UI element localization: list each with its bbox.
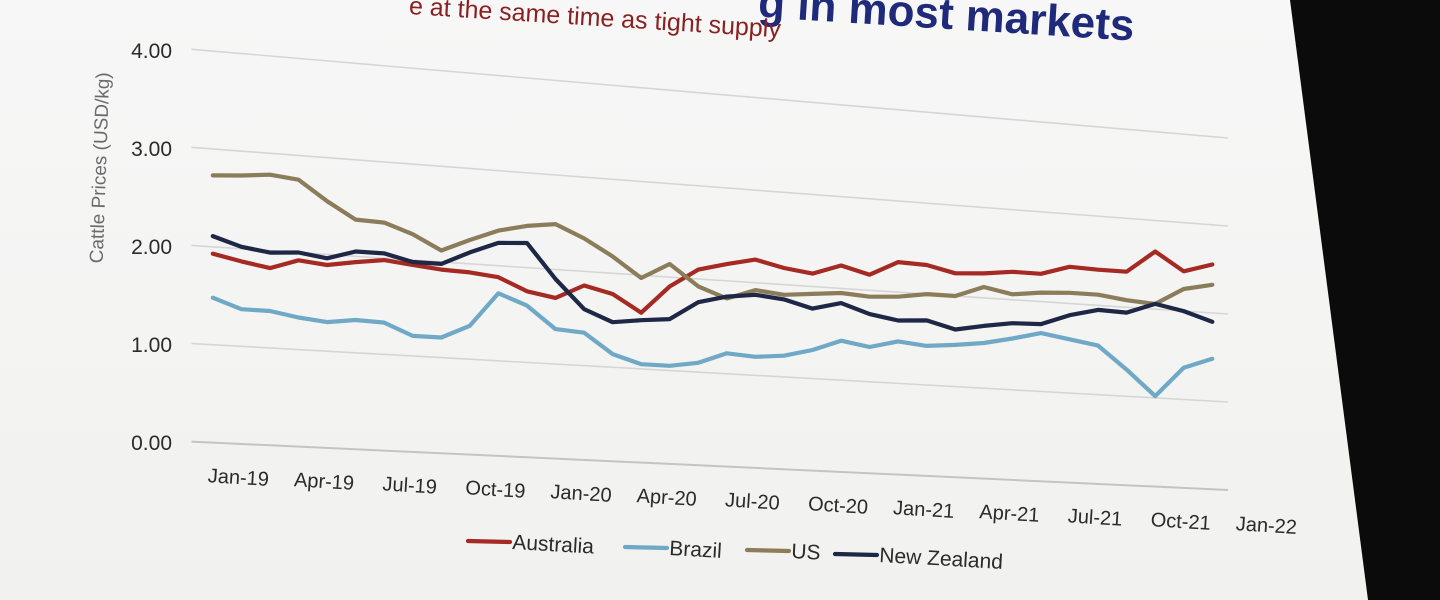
legend-swatch-new-zealand — [832, 551, 880, 558]
x-tick-label: Jul-21 — [1067, 505, 1123, 530]
legend-swatch-us — [744, 547, 792, 554]
gridline-3 — [191, 146, 1229, 227]
legend-label: Brazil — [669, 537, 723, 563]
x-axis-line — [191, 440, 1229, 491]
gridline-1 — [191, 342, 1229, 403]
y-axis-label: Cattle Prices (USD/kg) — [87, 72, 115, 264]
x-tick-label: Apr-20 — [636, 485, 697, 511]
y-tick-label: 1.00 — [131, 334, 172, 357]
series-line-us — [210, 172, 1215, 306]
legend-swatch-brazil — [622, 544, 670, 551]
gridline-2 — [191, 244, 1229, 315]
x-tick-label: Jul-20 — [724, 489, 780, 514]
gridline-4 — [191, 48, 1229, 139]
y-tick-label: 3.00 — [131, 138, 172, 161]
x-tick-label: Jan-20 — [550, 481, 612, 507]
series-line-new-zealand — [210, 234, 1215, 332]
series-line-brazil — [210, 291, 1215, 399]
y-tick-label: 2.00 — [131, 236, 172, 259]
x-tick-label: Oct-20 — [807, 493, 868, 519]
x-tick-label: Jul-19 — [382, 473, 438, 498]
series-line-australia — [210, 249, 1215, 315]
x-tick-label: Oct-21 — [1150, 509, 1211, 535]
x-tick-label: Jan-21 — [893, 497, 955, 523]
x-tick-label: Oct-19 — [465, 477, 526, 503]
x-tick-label: Apr-19 — [293, 469, 354, 495]
x-tick-label: Apr-21 — [979, 501, 1040, 527]
legend-label: New Zealand — [879, 544, 1004, 574]
legend-label: US — [791, 540, 821, 565]
y-tick-label: 0.00 — [131, 432, 172, 455]
x-tick-label: Jan-19 — [207, 465, 269, 491]
legend-swatch-australia — [465, 538, 513, 545]
legend-label: Australia — [512, 531, 595, 559]
y-tick-label: 4.00 — [131, 40, 172, 63]
x-tick-label: Jan-22 — [1235, 513, 1297, 539]
